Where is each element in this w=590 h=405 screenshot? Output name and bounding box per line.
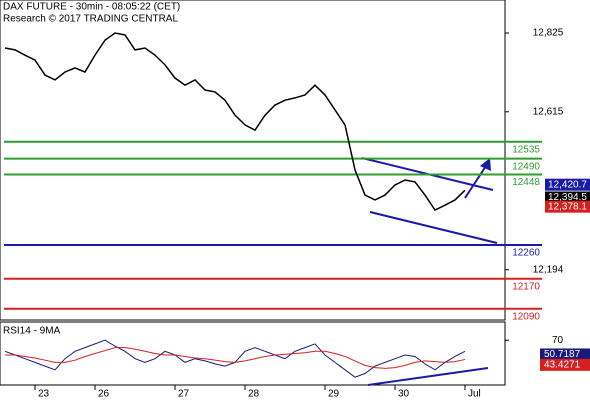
price-label: 12,378.1 [548, 201, 587, 212]
x-tick-label: 30 [398, 389, 410, 400]
level-label: 12090 [512, 311, 540, 322]
x-tick-label: 26 [98, 389, 110, 400]
trend-line [367, 367, 489, 386]
price-box [545, 191, 590, 204]
y-tick-label: 70 [552, 335, 564, 346]
arrow-head [480, 158, 491, 171]
y-tick-label: 12,615 [533, 106, 564, 117]
arrow [464, 165, 487, 199]
value-label: 43.4271 [544, 360, 581, 371]
x-tick-label: 23 [38, 389, 50, 400]
chart-subtitle: Research © 2017 TRADING CENTRAL [3, 14, 178, 25]
level-label: 12170 [512, 281, 540, 292]
rsi-title: RSI14 - 9MA [3, 326, 61, 337]
price-label: 12,420.7 [548, 179, 587, 190]
price-box [545, 178, 590, 191]
level-label: 12448 [512, 177, 540, 188]
value-box [540, 348, 590, 361]
value-label: 50.7187 [544, 349, 581, 360]
price-label: 12,394.5 [548, 192, 587, 203]
x-tick-label: 28 [248, 389, 260, 400]
value-box [540, 358, 590, 371]
x-tick-label: Jul [468, 389, 481, 400]
y-tick-label: 12,825 [533, 28, 564, 39]
trend-line [369, 211, 498, 244]
level-label: 12535 [512, 144, 540, 155]
price-line [4, 32, 466, 212]
y-tick-label: 12,194 [533, 264, 564, 275]
price-panel [0, 0, 506, 321]
x-tick-label: 27 [178, 389, 190, 400]
rsi-line [5, 347, 466, 369]
rsi-panel [0, 321, 506, 386]
price-box [545, 200, 590, 213]
x-tick-label: 29 [328, 389, 340, 400]
level-label: 12490 [512, 161, 540, 172]
chart-title: DAX FUTURE - 30min - 08:05:22 (CET) [3, 2, 180, 13]
level-label: 12260 [512, 248, 540, 259]
